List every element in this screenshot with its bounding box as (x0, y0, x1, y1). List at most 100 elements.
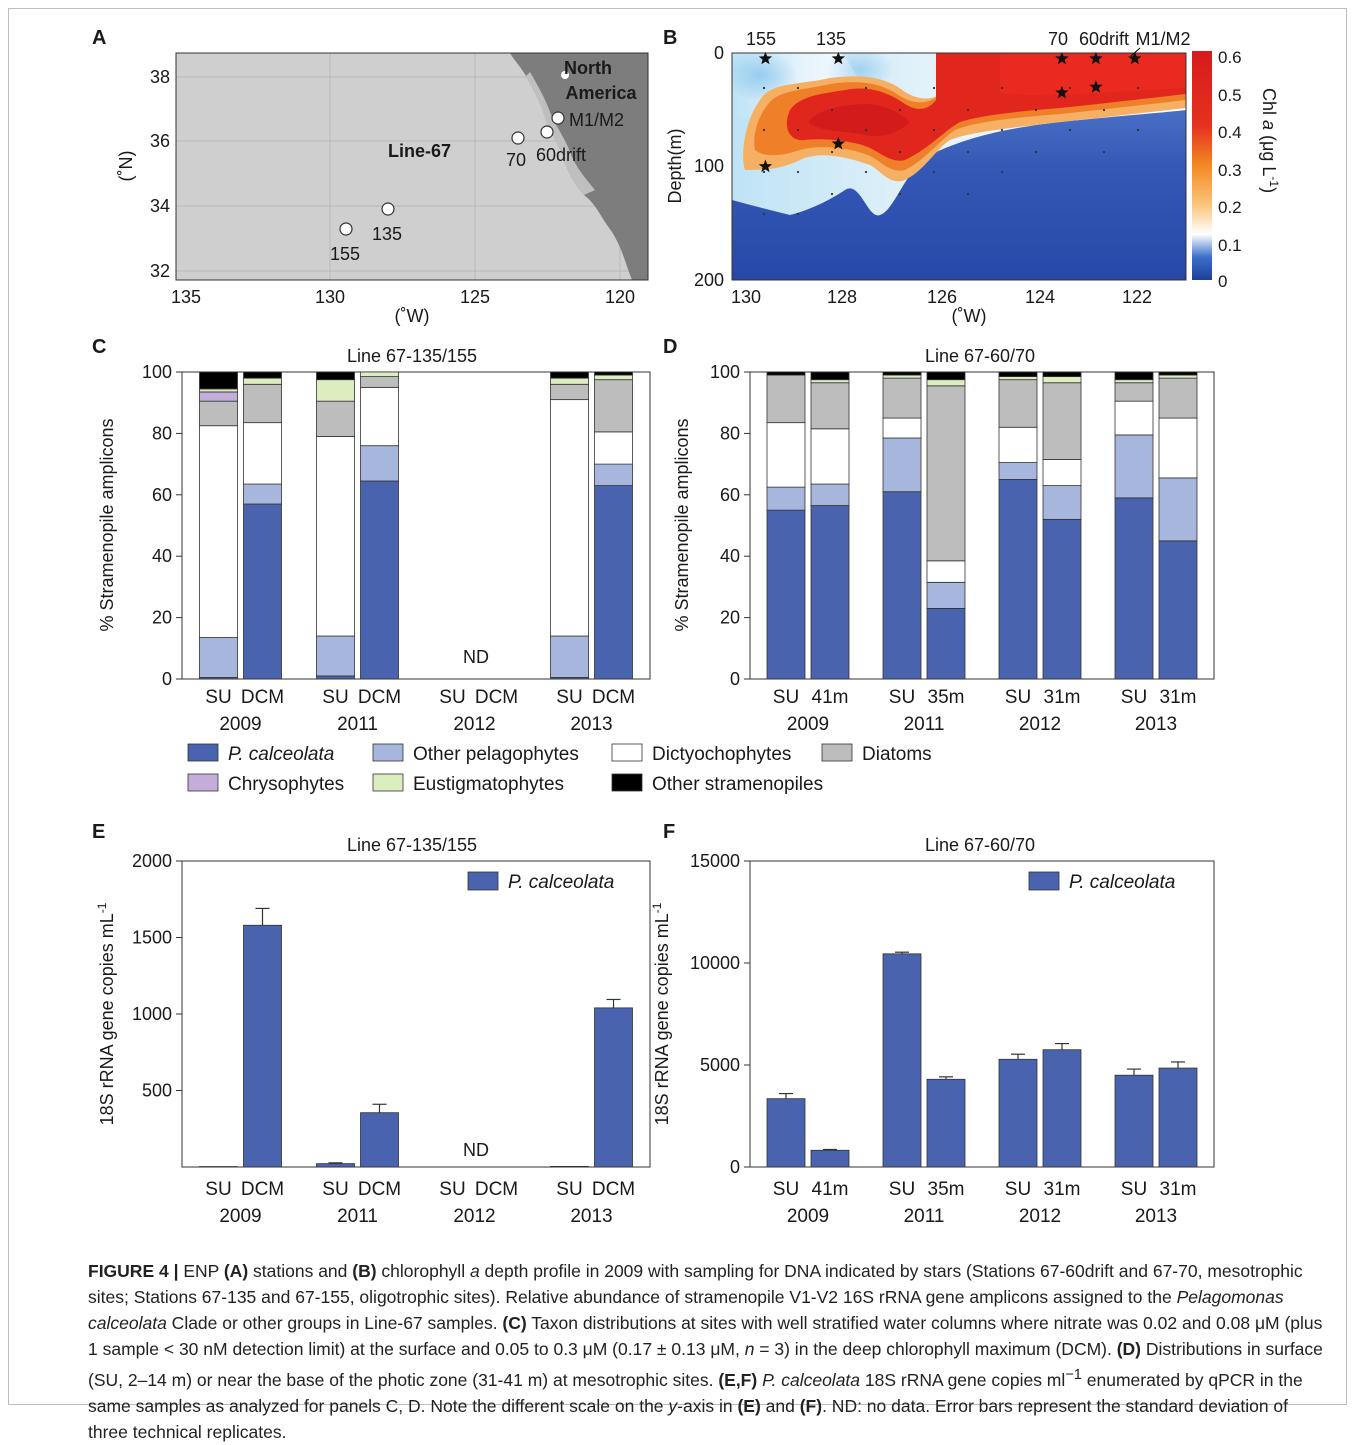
bar-segment (317, 401, 355, 436)
line-label: Line-67 (388, 141, 451, 161)
bar-label: SU (1005, 1179, 1031, 1200)
panel-c: C Line 67-135/155 % Stramenopile amplico… (92, 336, 650, 735)
y-tick-label: 5000 (700, 1055, 740, 1075)
bar-label: SU (1005, 687, 1031, 708)
bar-label: SU (322, 1179, 348, 1200)
y-tick-label: 60 (720, 485, 740, 505)
bar-segment (551, 384, 589, 399)
nd-label: ND (463, 1140, 489, 1160)
x-tick: 125 (460, 287, 490, 307)
bar-segment (317, 372, 355, 380)
bar-segment (551, 378, 589, 384)
x-tick: 130 (731, 287, 761, 307)
bar-label: SU (1121, 1179, 1147, 1200)
x-axis-label: (˚W) (395, 306, 430, 326)
y-tick-label: 20 (720, 608, 740, 628)
panel-c-title: Line 67-135/155 (347, 346, 477, 366)
station-label: M1/M2 (569, 110, 624, 130)
bar-segment (1043, 459, 1081, 485)
colorbar-tick: 0 (1218, 272, 1227, 291)
y-tick-label: 80 (152, 423, 172, 443)
bar-label: SU (205, 687, 231, 708)
year-label: 2009 (219, 1206, 261, 1227)
year-label: 2012 (1019, 1206, 1061, 1227)
y-tick-label: 40 (152, 546, 172, 566)
bar-segment (244, 384, 282, 422)
bar-segment (1115, 435, 1153, 498)
legend-label: Other stramenopiles (652, 774, 823, 795)
bar-segment (999, 377, 1037, 380)
year-label: 2012 (1019, 714, 1061, 735)
y-tick: 36 (150, 131, 170, 151)
year-label: 2012 (453, 1206, 495, 1227)
bar-segment (767, 510, 805, 679)
stacked-bars (200, 372, 633, 679)
y-tick-label: 2000 (132, 851, 172, 871)
legend-swatch (612, 744, 642, 761)
bar-segment (883, 375, 921, 378)
colorbar-tick: 0.5 (1218, 86, 1242, 105)
y-tick: 100 (694, 156, 724, 176)
bar-segment (361, 446, 399, 481)
bar-segment (200, 389, 238, 392)
legend-label: Eustigmatophytes (413, 774, 564, 795)
panel-a: A 38 36 34 32 135 130 125 120 (˚W) (˚N) … (92, 27, 648, 326)
year-label: 2013 (570, 1206, 612, 1227)
bar-label: SU (439, 687, 465, 708)
colorbar-tick: 0.3 (1218, 161, 1242, 180)
colorbar (1192, 51, 1212, 280)
region-label: America (565, 83, 637, 103)
bar-segment (999, 479, 1037, 679)
y-tick-label: 0 (162, 669, 172, 689)
year-label: 2009 (787, 714, 829, 735)
colorbar-label: Chla(μg L-1) (1259, 88, 1281, 193)
bar-segment (767, 372, 805, 375)
legend-swatch (1029, 872, 1059, 890)
bar-label: 31m (1044, 1179, 1081, 1200)
bar-segment (200, 401, 238, 426)
bar-label: 31m (1044, 687, 1081, 708)
bar-segment (927, 386, 965, 561)
x-tick: 120 (605, 287, 635, 307)
bar-segment (244, 372, 282, 378)
bar-segment (999, 427, 1037, 462)
bar-segment (811, 383, 849, 429)
bar-segment (927, 380, 965, 386)
bar-label: DCM (592, 687, 635, 708)
bars (200, 908, 633, 1167)
bar-label: DCM (241, 1179, 284, 1200)
bar-segment (200, 638, 238, 678)
profile-x-ticks: 130 128 126 124 122 (731, 287, 1152, 307)
station-70-marker (512, 132, 524, 144)
bar-label: DCM (241, 687, 284, 708)
stacked-bars (767, 372, 1197, 679)
legend-label: Dictyochophytes (652, 744, 791, 765)
panel-f-title: Line 67-60/70 (925, 835, 1035, 855)
station-60drift-marker (541, 126, 553, 138)
bar-label: SU (889, 687, 915, 708)
colorbar-tick: 0.6 (1218, 48, 1242, 67)
bar-segment (999, 463, 1037, 480)
year-label: 2011 (337, 714, 378, 735)
bar-segment (1159, 372, 1197, 375)
y-tick-label: 0 (730, 1157, 740, 1177)
year-label: 2013 (570, 714, 612, 735)
panel-e-title: Line 67-135/155 (347, 835, 477, 855)
bar-segment (244, 423, 282, 484)
y-tick-label: 0 (730, 669, 740, 689)
bar (1043, 1050, 1081, 1167)
legend-swatch (612, 774, 642, 791)
bar-label: DCM (358, 1179, 401, 1200)
bar-segment (244, 504, 282, 679)
bar-segment (811, 506, 849, 679)
bar-label: DCM (475, 1179, 518, 1200)
y-axis-label: 18S rRNA gene copies mL-1 (95, 902, 117, 1125)
bar-segment (767, 423, 805, 487)
panel-d-letter: D (663, 336, 677, 358)
y-axis-label: % Stramenopile amplicons (97, 418, 117, 631)
panel-d-title: Line 67-60/70 (925, 346, 1035, 366)
bar-segment (1043, 486, 1081, 520)
